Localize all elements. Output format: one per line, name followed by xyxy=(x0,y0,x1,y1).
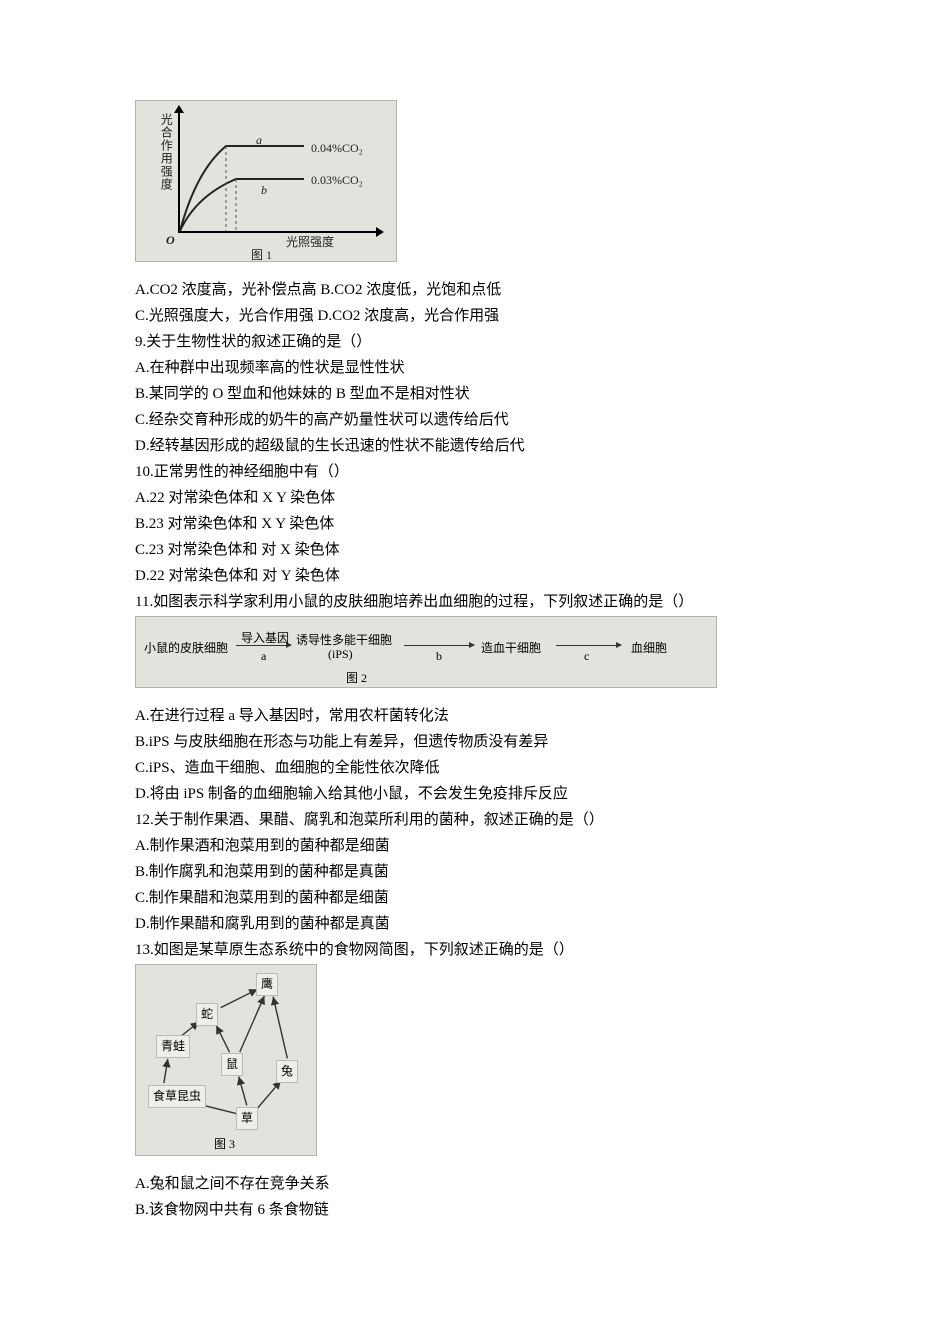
figure-3-block: 图 3 鹰蛇青蛙鼠 兔食草昆虫草 xyxy=(135,964,815,1164)
f2-edge-a-bot: a xyxy=(261,647,266,666)
q13-stem: 13.如图是某草原生态系统中的食物网简图，下列叙述正确的是（） xyxy=(135,938,815,962)
f2-arrow-b xyxy=(404,645,474,646)
food-web-node-kunchong: 食草昆虫 xyxy=(148,1085,206,1108)
curve-a-right: 0.04%CO₂ xyxy=(311,139,363,158)
f2-arrow-c xyxy=(556,645,621,646)
food-web-node-ying: 鹰 xyxy=(256,973,278,996)
f2-node-3: 造血干细胞 xyxy=(481,639,541,658)
figure-2: 小鼠的皮肤细胞 导入基因 a 诱导性多能干细胞 (iPS) b 造血干细胞 c … xyxy=(135,616,717,688)
q10-d: D.22 对常染色体和 对 Y 染色体 xyxy=(135,564,815,588)
document-page: 光合作用强度 O 光照强度 a 0.04%CO₂ b 0.03%CO₂ 图 1 … xyxy=(0,0,950,1344)
q12-d: D.制作果醋和腐乳用到的菌种都是真菌 xyxy=(135,912,815,936)
q11-c: C.iPS、造血干细胞、血细胞的全能性依次降低 xyxy=(135,756,815,780)
f2-edge-b-bot: b xyxy=(436,647,442,666)
curve-b-label: b xyxy=(261,181,267,200)
q10-a: A.22 对常染色体和 X Y 染色体 xyxy=(135,486,815,510)
food-web-node-she: 蛇 xyxy=(196,1003,218,1026)
q11-b: B.iPS 与皮肤细胞在形态与功能上有差异，但遗传物质没有差异 xyxy=(135,730,815,754)
q12-a: A.制作果酒和泡菜用到的菌种都是细菌 xyxy=(135,834,815,858)
f2-node-2-sub: (iPS) xyxy=(328,645,353,664)
q9-b: B.某同学的 O 型血和他妹妹的 B 型血不是相对性状 xyxy=(135,382,815,406)
q10-stem: 10.正常男性的神经细胞中有（） xyxy=(135,460,815,484)
food-web-node-tu: 兔 xyxy=(276,1060,298,1083)
f2-edge-a-top: 导入基因 xyxy=(241,629,289,648)
q12-b: B.制作腐乳和泡菜用到的菌种都是真菌 xyxy=(135,860,815,884)
q8-option-c: C.光照强度大，光合作用强 D.CO2 浓度高，光合作用强 xyxy=(135,304,815,328)
figure-3-caption: 图 3 xyxy=(214,1135,235,1154)
food-web-node-shu: 鼠 xyxy=(221,1053,243,1076)
q9-d: D.经转基因形成的超级鼠的生长迅速的性状不能遗传给后代 xyxy=(135,434,815,458)
q11-d: D.将由 iPS 制备的血细胞输入给其他小鼠，不会发生免疫排斥反应 xyxy=(135,782,815,806)
figure-2-block: 小鼠的皮肤细胞 导入基因 a 诱导性多能干细胞 (iPS) b 造血干细胞 c … xyxy=(135,616,815,696)
q13-b: B.该食物网中共有 6 条食物链 xyxy=(135,1198,815,1222)
q11-a: A.在进行过程 a 导入基因时，常用农杆菌转化法 xyxy=(135,704,815,728)
f2-node-1: 小鼠的皮肤细胞 xyxy=(144,639,228,658)
q10-c: C.23 对常染色体和 对 X 染色体 xyxy=(135,538,815,562)
f2-edge-c-bot: c xyxy=(584,647,589,666)
figure-1: 光合作用强度 O 光照强度 a 0.04%CO₂ b 0.03%CO₂ 图 1 xyxy=(135,100,397,262)
q12-c: C.制作果醋和泡菜用到的菌种都是细菌 xyxy=(135,886,815,910)
food-web-node-cao: 草 xyxy=(236,1107,258,1130)
q9-stem: 9.关于生物性状的叙述正确的是（） xyxy=(135,330,815,354)
q10-b: B.23 对常染色体和 X Y 染色体 xyxy=(135,512,815,536)
q9-c: C.经杂交育种形成的奶牛的高产奶量性状可以遗传给后代 xyxy=(135,408,815,432)
figure-2-caption: 图 2 xyxy=(346,669,367,688)
figure-3: 图 3 鹰蛇青蛙鼠 兔食草昆虫草 xyxy=(135,964,317,1156)
f2-node-4: 血细胞 xyxy=(631,639,667,658)
q12-stem: 12.关于制作果酒、果醋、腐乳和泡菜所利用的菌种，叙述正确的是（） xyxy=(135,808,815,832)
curve-a-label: a xyxy=(256,131,262,150)
q8-option-a: A.CO2 浓度高，光补偿点高 B.CO2 浓度低，光饱和点低 xyxy=(135,278,815,302)
figure-1-block: 光合作用强度 O 光照强度 a 0.04%CO₂ b 0.03%CO₂ 图 1 xyxy=(135,100,815,270)
figure-1-caption: 图 1 xyxy=(251,246,272,265)
food-web-node-qingwa: 青蛙 xyxy=(156,1035,190,1058)
q9-a: A.在种群中出现频率高的性状是显性性状 xyxy=(135,356,815,380)
q13-a: A.兔和鼠之间不存在竞争关系 xyxy=(135,1172,815,1196)
q11-stem: 11.如图表示科学家利用小鼠的皮肤细胞培养出血细胞的过程，下列叙述正确的是（） xyxy=(135,590,815,614)
curve-b-right: 0.03%CO₂ xyxy=(311,171,363,190)
